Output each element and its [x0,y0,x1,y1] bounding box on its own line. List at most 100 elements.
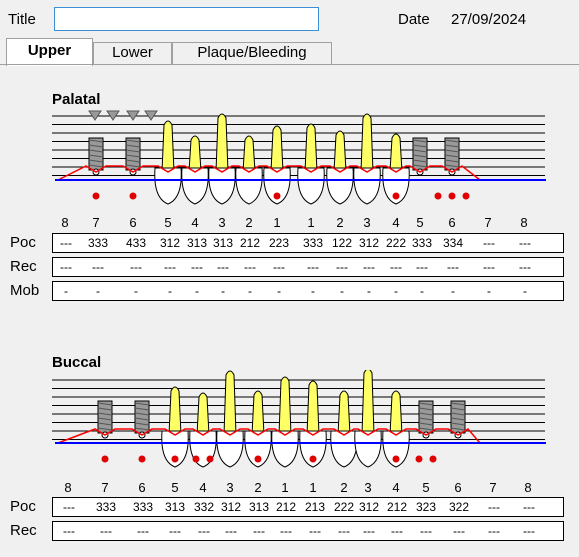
row-cell[interactable]: 333 [302,236,324,250]
row-cell[interactable]: --- [225,524,237,538]
row-cell[interactable]: 312 [358,500,380,514]
row-cell[interactable]: --- [420,524,432,538]
row-cell[interactable]: 333 [95,500,117,514]
tooth-icon [326,130,354,205]
row-cell[interactable]: --- [447,260,459,274]
row-cell[interactable]: 433 [125,236,147,250]
triangle-marker-icon [88,110,102,121]
implant-icon [450,400,466,439]
row-cell[interactable]: --- [253,524,265,538]
row-cell[interactable]: --- [336,260,348,274]
row-cell[interactable]: 212 [386,500,408,514]
row-cell[interactable]: 323 [415,500,437,514]
row-cell[interactable]: 333 [87,236,109,250]
buccal-poc-row[interactable]: --- 333 333 313 332 312 313 212 213 222 312 212 323 3… [52,497,564,517]
row-cell[interactable]: - [340,284,344,298]
tab-plaque-bleeding[interactable]: Plaque/Bleeding [172,42,332,64]
row-cell[interactable]: - [277,284,281,298]
buccal-rec-row[interactable]: --- --- --- --- --- --- --- --- --- --- --- --- --- -… [52,521,564,541]
row-cell[interactable]: 322 [448,500,470,514]
row-cell[interactable]: 312 [358,236,380,250]
row-cell[interactable]: - [248,284,252,298]
palatal-poc-row[interactable]: --- 333 433 312 313 313 212 223 333 122 312 222 333 3… [52,233,564,253]
row-cell[interactable]: --- [523,524,535,538]
row-cell[interactable]: --- [169,524,181,538]
row-cell[interactable]: --- [280,524,292,538]
tab-lower[interactable]: Lower [93,42,172,64]
row-cell[interactable]: --- [519,260,531,274]
row-cell[interactable]: --- [488,524,500,538]
row-cell[interactable]: --- [488,500,500,514]
row-cell[interactable]: --- [391,524,403,538]
buccal-chart[interactable] [0,370,579,475]
row-cell[interactable]: - [487,284,491,298]
row-cell[interactable]: --- [137,524,149,538]
palatal-mob-row[interactable]: ---------------- [52,281,564,301]
tooth-icon [208,113,236,205]
row-cell[interactable]: - [168,284,172,298]
row-cell[interactable]: --- [416,260,428,274]
row-cell[interactable]: --- [390,260,402,274]
row-cell[interactable]: - [195,284,199,298]
row-cell[interactable]: - [64,284,68,298]
row-cell[interactable]: - [134,284,138,298]
row-cell[interactable]: 223 [268,236,290,250]
title-input[interactable] [54,7,319,31]
row-cell[interactable]: --- [523,500,535,514]
row-cell[interactable]: 333 [132,500,154,514]
row-cell[interactable]: 313 [248,500,270,514]
row-cell[interactable]: --- [63,524,75,538]
row-cell[interactable]: - [311,284,315,298]
row-cell[interactable]: 312 [220,500,242,514]
row-cell[interactable]: 313 [186,236,208,250]
row-cell[interactable]: --- [60,236,72,250]
tooth-number: 1 [307,215,315,230]
row-cell[interactable]: 222 [333,500,355,514]
row-cell[interactable]: --- [307,260,319,274]
row-cell[interactable]: 313 [164,500,186,514]
palatal-chart[interactable] [0,108,579,208]
row-cell[interactable]: 213 [304,500,326,514]
row-cell[interactable]: --- [63,500,75,514]
tooth-number: 1 [309,480,317,495]
row-cell[interactable]: 222 [385,236,407,250]
row-cell[interactable]: - [96,284,100,298]
row-cell[interactable]: --- [363,260,375,274]
implant-icon [97,400,113,439]
row-cell[interactable]: 333 [411,236,433,250]
row-cell[interactable]: --- [130,260,142,274]
row-cell[interactable]: 334 [442,236,464,250]
row-cell[interactable]: - [367,284,371,298]
row-cell[interactable]: --- [191,260,203,274]
row-cell[interactable]: - [420,284,424,298]
bleeding-dot [429,455,437,463]
row-cell[interactable]: --- [309,524,321,538]
row-cell[interactable]: --- [198,524,210,538]
row-cell[interactable]: --- [338,524,350,538]
row-cell[interactable]: 313 [212,236,234,250]
tooth-number: 2 [336,215,344,230]
row-cell[interactable]: --- [100,524,112,538]
row-cell[interactable]: --- [453,524,465,538]
row-cell[interactable]: 332 [193,500,215,514]
row-cell[interactable]: - [221,284,225,298]
tab-upper[interactable]: Upper [6,38,93,66]
row-cell[interactable]: --- [92,260,104,274]
palatal-rec-row[interactable]: --- --- --- --- --- --- --- --- --- --- --- --- --- -… [52,257,564,277]
row-cell[interactable]: --- [363,524,375,538]
row-cell[interactable]: 212 [275,500,297,514]
row-cell[interactable]: --- [483,236,495,250]
row-cell[interactable]: --- [273,260,285,274]
row-cell[interactable]: - [394,284,398,298]
row-cell[interactable]: 122 [331,236,353,250]
row-cell[interactable]: - [451,284,455,298]
row-cell[interactable]: - [523,284,527,298]
row-cell[interactable]: --- [244,260,256,274]
row-cell[interactable]: 212 [239,236,261,250]
row-cell[interactable]: --- [164,260,176,274]
row-cell[interactable]: --- [483,260,495,274]
row-cell[interactable]: --- [217,260,229,274]
row-cell[interactable]: --- [60,260,72,274]
row-cell[interactable]: 312 [159,236,181,250]
row-cell[interactable]: --- [519,236,531,250]
